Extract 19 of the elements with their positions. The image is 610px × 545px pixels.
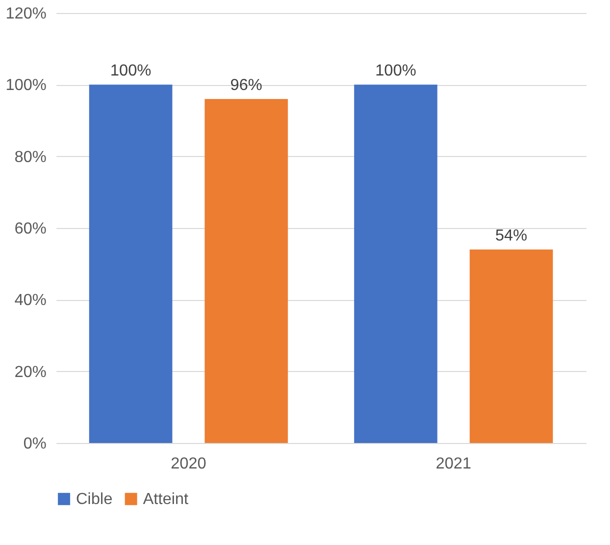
bar [89,84,172,443]
y-tick-label: 120% [6,6,46,22]
y-tick-label: 0% [23,436,46,452]
data-label: 100% [375,62,416,80]
y-tick-label: 80% [14,148,46,166]
bar [470,250,553,443]
legend-label: Atteint [143,491,189,508]
data-label: 54% [495,228,528,244]
y-tick-label: 20% [14,364,46,381]
bar [354,84,438,443]
x-tick-label: 2021 [436,456,472,472]
bar [204,99,288,443]
x-tick-label: 2020 [170,456,206,472]
data-label: 96% [230,77,262,94]
y-tick-label: 60% [14,220,46,238]
data-label: 100% [110,62,152,80]
y-tick-label: 40% [14,292,46,310]
legend-label: Cible [76,491,113,508]
y-tick-label: 100% [6,77,46,94]
